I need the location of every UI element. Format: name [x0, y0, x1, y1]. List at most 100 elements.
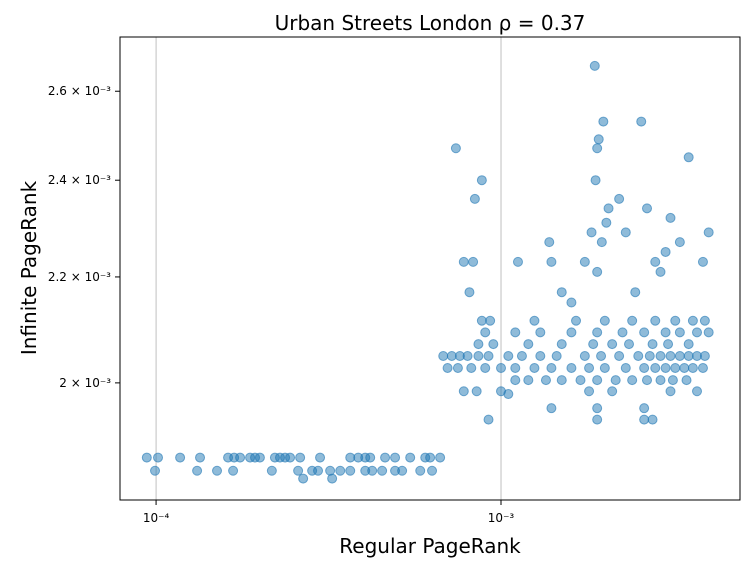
- point: [683, 350, 694, 361]
- point: [523, 339, 534, 350]
- y-tick-label: 2.4 × 10⁻³: [48, 173, 111, 187]
- point: [655, 266, 666, 277]
- point: [642, 375, 653, 386]
- point: [535, 350, 546, 361]
- point: [212, 465, 223, 476]
- point: [476, 315, 487, 326]
- point: [697, 256, 708, 267]
- point: [464, 287, 475, 298]
- point: [590, 175, 601, 186]
- point: [450, 143, 461, 154]
- point: [377, 465, 388, 476]
- point: [601, 217, 612, 228]
- point: [390, 452, 401, 463]
- point: [254, 452, 265, 463]
- point: [588, 339, 599, 350]
- point: [480, 362, 491, 373]
- point: [476, 175, 487, 186]
- point: [473, 339, 484, 350]
- point: [546, 362, 557, 373]
- point: [660, 246, 671, 257]
- point: [566, 362, 577, 373]
- point: [699, 315, 710, 326]
- chart-title: Urban Streets London ρ = 0.37: [275, 11, 586, 35]
- point: [596, 237, 607, 248]
- point: [579, 350, 590, 361]
- point: [529, 315, 540, 326]
- y-tick-label: 2.2 × 10⁻³: [48, 270, 111, 284]
- point: [175, 452, 186, 463]
- point: [617, 327, 628, 338]
- point: [703, 327, 714, 338]
- point: [592, 327, 603, 338]
- point: [327, 473, 338, 484]
- point: [566, 327, 577, 338]
- point: [703, 227, 714, 238]
- point: [566, 297, 577, 308]
- point: [687, 362, 698, 373]
- point: [293, 465, 304, 476]
- point: [670, 315, 681, 326]
- point: [586, 227, 597, 238]
- point: [367, 465, 378, 476]
- point: [593, 134, 604, 145]
- y-axis-label: Infinite PageRank: [17, 180, 41, 355]
- point: [655, 350, 666, 361]
- point: [644, 350, 655, 361]
- point: [510, 327, 521, 338]
- point: [480, 327, 491, 338]
- point: [488, 339, 499, 350]
- point: [667, 375, 678, 386]
- point: [592, 266, 603, 277]
- point: [592, 403, 603, 414]
- point: [438, 350, 449, 361]
- point: [692, 327, 703, 338]
- point: [150, 465, 161, 476]
- point: [516, 350, 527, 361]
- point: [442, 362, 453, 373]
- point: [660, 362, 671, 373]
- point: [298, 473, 309, 484]
- x-axis-label: Regular PageRank: [339, 534, 521, 558]
- point: [458, 386, 469, 397]
- point: [674, 350, 685, 361]
- point: [435, 452, 446, 463]
- point: [660, 327, 671, 338]
- point: [584, 362, 595, 373]
- x-tick-label: 10⁻⁴: [143, 511, 170, 525]
- y-tick-label: 2.6 × 10⁻³: [48, 84, 111, 98]
- point: [192, 465, 203, 476]
- point: [483, 414, 494, 425]
- point: [592, 375, 603, 386]
- point: [471, 386, 482, 397]
- point: [397, 465, 408, 476]
- point: [642, 203, 653, 214]
- point: [665, 350, 676, 361]
- point: [235, 452, 246, 463]
- point: [650, 256, 661, 267]
- point: [650, 362, 661, 373]
- point: [540, 375, 551, 386]
- point: [579, 256, 590, 267]
- point: [510, 375, 521, 386]
- point: [687, 315, 698, 326]
- point: [683, 152, 694, 163]
- point: [575, 375, 586, 386]
- point: [630, 287, 641, 298]
- point: [584, 386, 595, 397]
- point: [663, 339, 674, 350]
- point: [535, 327, 546, 338]
- point: [510, 362, 521, 373]
- x-tick-label: 10⁻³: [488, 511, 515, 525]
- point: [683, 339, 694, 350]
- point: [153, 452, 164, 463]
- plot-frame: [119, 36, 741, 501]
- point: [639, 327, 650, 338]
- point: [639, 403, 650, 414]
- point: [598, 116, 609, 127]
- y-tick-label: 2 × 10⁻³: [59, 376, 111, 390]
- point: [670, 362, 681, 373]
- point: [485, 315, 496, 326]
- point: [462, 350, 473, 361]
- point: [599, 362, 610, 373]
